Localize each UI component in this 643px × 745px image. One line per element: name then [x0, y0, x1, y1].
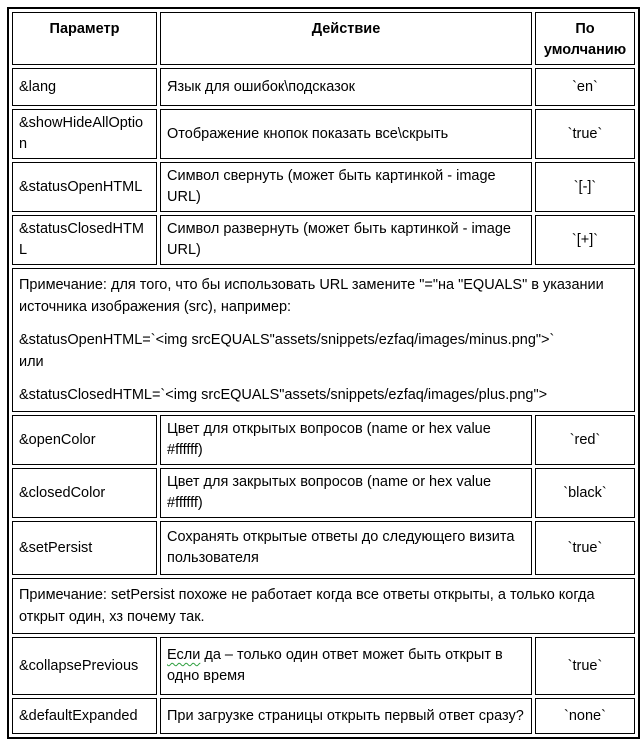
table-row: &closedColor Цвет для закрытых вопросов … — [12, 468, 635, 518]
default-cell: `[+]` — [535, 215, 635, 265]
default-cell: `en` — [535, 68, 635, 106]
action-cell: При загрузке страницы открыть первый отв… — [160, 698, 532, 734]
default-cell: `none` — [535, 698, 635, 734]
table-header-row: Параметр Действие По умолчанию — [12, 12, 635, 65]
default-cell: `true` — [535, 109, 635, 159]
param-cell: &showHideAllOption — [12, 109, 157, 159]
parameters-table: Параметр Действие По умолчанию &lang Язы… — [7, 7, 640, 739]
action-cell: Если да – только один ответ может быть о… — [160, 637, 532, 695]
param-cell: &lang — [12, 68, 157, 106]
table-row: &collapsePrevious Если да – только один … — [12, 637, 635, 695]
table-row: &setPersist Сохранять открытые ответы до… — [12, 521, 635, 575]
action-cell: Цвет для закрытых вопросов (name or hex … — [160, 468, 532, 518]
header-param: Параметр — [12, 12, 157, 65]
table-row: &statusClosedHTML Символ развернуть (мож… — [12, 215, 635, 265]
default-cell: `true` — [535, 637, 635, 695]
note-paragraph: Примечание: setPersist похоже не работае… — [19, 587, 595, 625]
action-cell: Сохранять открытые ответы до следующего … — [160, 521, 532, 575]
note-paragraph: &statusClosedHTML=`<img srcEQUALS"assets… — [19, 387, 548, 403]
note-row-persist: Примечание: setPersist похоже не работае… — [12, 578, 635, 634]
table-row: &statusOpenHTML Символ свернуть (может б… — [12, 162, 635, 212]
default-cell: `red` — [535, 415, 635, 465]
action-cell: Язык для ошибок\подсказок — [160, 68, 532, 106]
table-row: &showHideAllOption Отображение кнопок по… — [12, 109, 635, 159]
note-paragraph: или — [19, 354, 44, 370]
action-cell: Отображение кнопок показать все\скрыть — [160, 109, 532, 159]
action-cell: Символ свернуть (может быть картинкой - … — [160, 162, 532, 212]
param-cell: &statusClosedHTML — [12, 215, 157, 265]
param-cell: &collapsePrevious — [12, 637, 157, 695]
note-paragraph: &statusOpenHTML=`<img srcEQUALS"assets/s… — [19, 332, 555, 348]
action-cell: Цвет для открытых вопросов (name or hex … — [160, 415, 532, 465]
note-row-url: Примечание: для того, что бы использоват… — [12, 268, 635, 412]
action-cell: Символ развернуть (может быть картинкой … — [160, 215, 532, 265]
action-text: да – только один ответ может быть открыт… — [167, 647, 503, 684]
spellcheck-flagged-word: Если — [167, 647, 201, 663]
param-cell: &closedColor — [12, 468, 157, 518]
header-action: Действие — [160, 12, 532, 65]
note-cell: Примечание: для того, что бы использоват… — [12, 268, 635, 412]
table-row: &lang Язык для ошибок\подсказок `en` — [12, 68, 635, 106]
param-cell: &statusOpenHTML — [12, 162, 157, 212]
note-cell: Примечание: setPersist похоже не работае… — [12, 578, 635, 634]
param-cell: &setPersist — [12, 521, 157, 575]
header-default: По умолчанию — [535, 12, 635, 65]
default-cell: `true` — [535, 521, 635, 575]
param-cell: &defaultExpanded — [12, 698, 157, 734]
param-cell: &openColor — [12, 415, 157, 465]
note-paragraph: Примечание: для того, что бы использоват… — [19, 277, 604, 315]
table-row: &openColor Цвет для открытых вопросов (n… — [12, 415, 635, 465]
default-cell: `[-]` — [535, 162, 635, 212]
table-row: &defaultExpanded При загрузке страницы о… — [12, 698, 635, 734]
default-cell: `black` — [535, 468, 635, 518]
